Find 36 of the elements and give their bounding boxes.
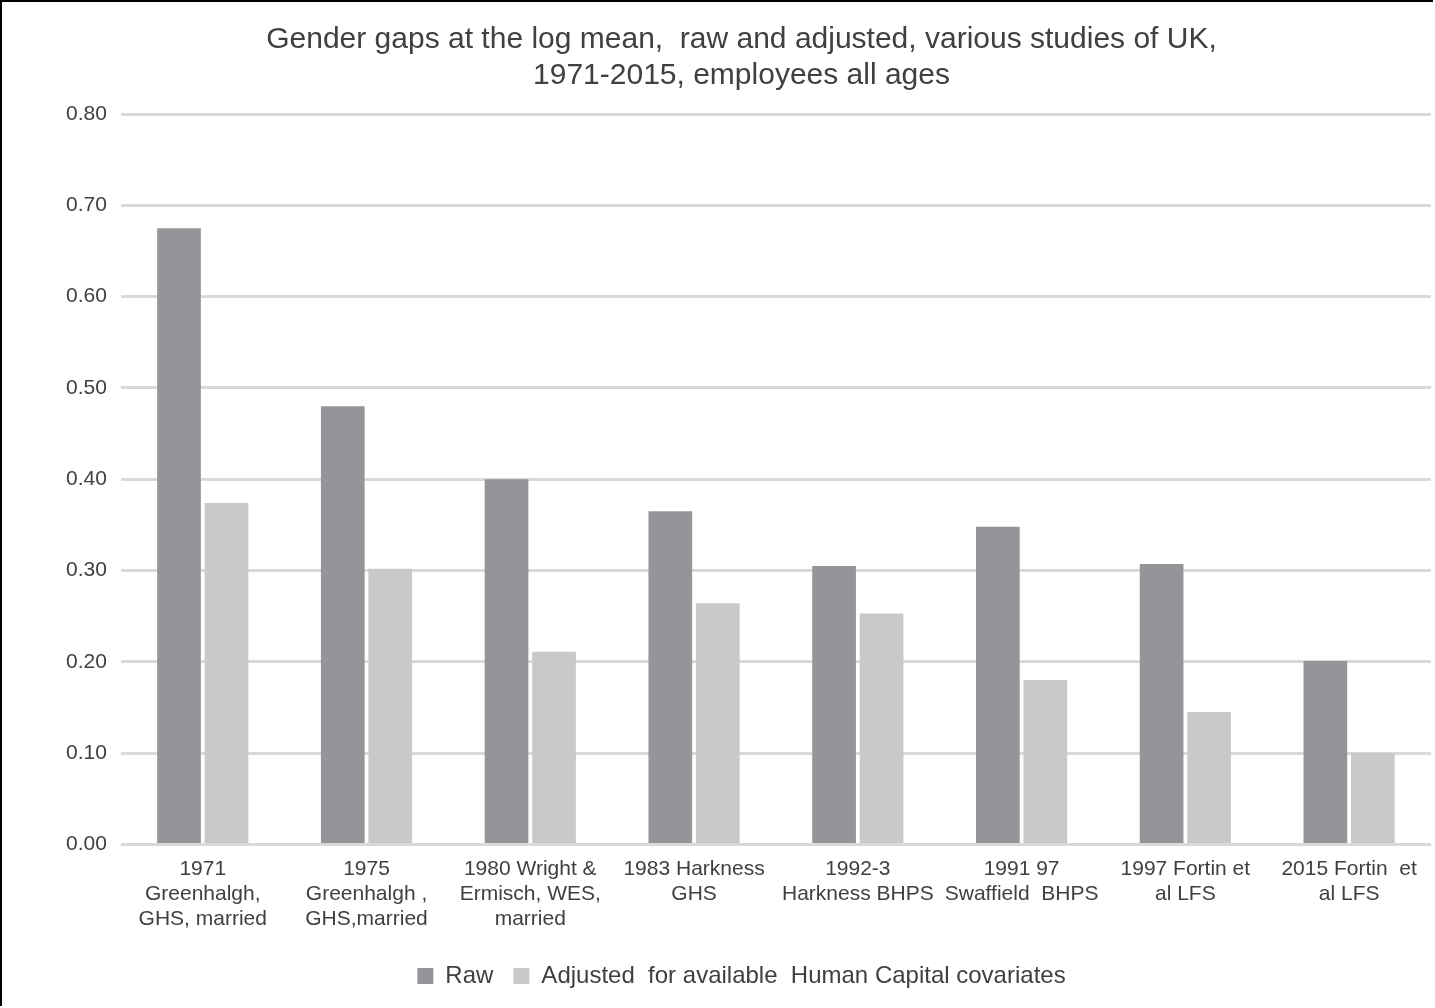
y-tick-label: 0.50 xyxy=(66,374,107,398)
y-tick-label: 0.70 xyxy=(66,192,107,216)
bar xyxy=(648,511,693,843)
bar xyxy=(812,565,856,843)
x-tick-label: 1983 Harkness GHS xyxy=(623,855,765,904)
bar xyxy=(975,526,1020,843)
bar xyxy=(484,479,529,843)
y-tick-label: 0.10 xyxy=(66,739,107,763)
chart-title: Gender gaps at the log mean, raw and adjusted, various studies of UK, 1971-2015, employees all ages xyxy=(266,21,1217,91)
x-tick-label: 1992-3 Harkness BHPS xyxy=(781,855,934,904)
y-tick-label: 0.80 xyxy=(66,100,107,124)
legend-label: Adjusted for available Human Capital covariates xyxy=(541,960,1066,988)
bar xyxy=(368,568,413,843)
bar xyxy=(320,406,365,843)
y-tick-label: 0.60 xyxy=(66,283,107,307)
x-tick-label: 2015 Fortin et al LFS xyxy=(1281,855,1417,904)
legend-label: Raw xyxy=(445,960,495,988)
bar xyxy=(859,613,904,843)
bar xyxy=(532,651,576,843)
y-tick-label: 0.30 xyxy=(66,557,107,581)
bar xyxy=(157,228,201,843)
bar xyxy=(1023,680,1068,843)
x-tick-label: 1980 Wright & Ermisch, WES, married xyxy=(459,855,601,930)
y-tick-label: 0.00 xyxy=(66,831,107,855)
bar xyxy=(1187,712,1231,843)
y-tick-label: 0.40 xyxy=(66,466,107,489)
x-tick-label: 1991 97 Swaffield BHPS xyxy=(944,855,1099,904)
x-tick-label: 1975 Greenhalgh , GHS,married xyxy=(305,855,428,930)
bar xyxy=(1303,660,1348,843)
bar xyxy=(204,502,249,843)
y-tick-label: 0.20 xyxy=(66,648,107,672)
x-tick-label: 1971 Greenhalgh, GHS, married xyxy=(138,855,267,930)
bar xyxy=(695,603,740,843)
x-tick-label: 1997 Fortin et al LFS xyxy=(1120,855,1251,904)
bar xyxy=(1351,753,1395,843)
bar xyxy=(1139,564,1184,843)
